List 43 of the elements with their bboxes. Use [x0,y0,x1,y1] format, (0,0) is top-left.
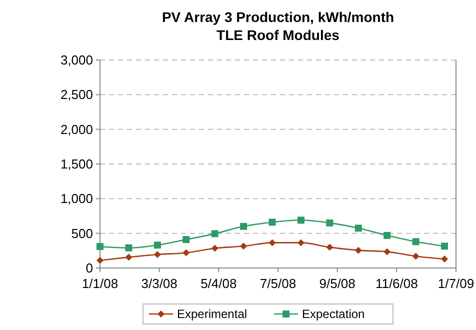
point [268,218,276,226]
point [354,246,362,254]
point [326,244,334,251]
x-tick-label: 7/5/08 [260,276,296,291]
x-tick-label: 9/5/08 [319,276,356,291]
y-tick-label: 1,000 [60,191,93,206]
point [354,224,362,232]
point [441,255,448,262]
legend-label: Experimental [177,307,248,322]
point [441,242,448,250]
y-tick-label: 500 [71,226,93,241]
point [154,242,161,249]
point [326,219,334,226]
y-tick-label: 0 [86,260,93,276]
x-tick-label: 5/4/08 [200,276,237,291]
y-tick-label: 3,000 [60,52,93,68]
chart-title: PV Array 3 Production, kWh/month TLE Roof Modules [162,9,394,43]
legend-label: Expectation [302,307,365,322]
point [96,243,104,250]
point [96,256,104,264]
y-tick-label: 1,500 [60,156,93,172]
y-tick-label: 2,000 [60,122,93,137]
point [240,222,248,230]
y-tick-label: 2,500 [60,87,93,102]
point [297,216,304,224]
point [125,244,132,252]
point [240,242,248,250]
point [384,232,391,239]
point [154,250,161,258]
point [182,236,190,244]
x-tick-label: 3/3/08 [141,276,178,291]
point [211,230,218,238]
point [412,238,420,246]
point [125,254,132,261]
point [384,248,391,256]
point [297,239,304,246]
x-tick-label: 1/1/08 [82,276,118,291]
x-tick-label: 1/7/09 [438,276,474,291]
point [182,249,190,256]
point [412,252,420,260]
point [211,244,218,252]
x-tick-label: 11/6/08 [375,276,418,291]
point [268,239,276,246]
